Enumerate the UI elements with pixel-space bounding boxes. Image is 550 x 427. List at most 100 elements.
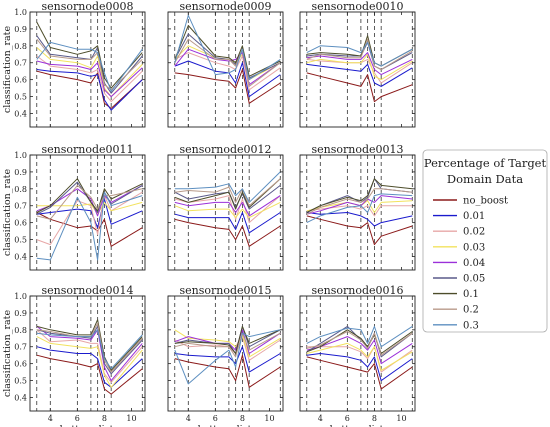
x-axis-label: manhattan_distance [39, 424, 137, 427]
y-tick-label: 0.8 [14, 185, 27, 194]
series-line-0.04 [306, 195, 413, 215]
x-tick-label: 6 [213, 414, 218, 423]
subplot-sensornode0009: sensornode0009 [167, 0, 284, 128]
series-line-0.04 [174, 195, 281, 217]
x-tick-label: 10 [126, 414, 136, 423]
series-line-0.2 [174, 178, 281, 207]
series-line-no_boost [306, 215, 413, 246]
panel-title: sensornode0009 [179, 0, 271, 13]
y-tick-label: 0.8 [14, 326, 27, 335]
plot-frame [167, 154, 284, 271]
series-line-no_boost [36, 70, 143, 109]
series-line-0.01 [36, 69, 143, 111]
series-line-0.3 [174, 14, 281, 81]
series-line-no_boost [36, 354, 143, 395]
legend-item-label: 0.02 [463, 227, 485, 238]
y-tick-label: 0.4 [14, 252, 27, 261]
series-line-0.3 [306, 325, 413, 348]
series-line-0.2 [306, 38, 413, 70]
plot-frame [29, 154, 146, 271]
subplot-sensornode0015: sensornode0015 4 6 8 10manhattan_distance [167, 284, 284, 427]
series-line-0.04 [306, 336, 413, 365]
panel-title: sensornode0016 [311, 284, 403, 297]
plot-frame [29, 11, 146, 128]
series-line-0.01 [174, 346, 281, 373]
y-tick-label: 0.6 [14, 219, 27, 228]
series-line-0.2 [36, 184, 143, 220]
series-line-0.1 [36, 319, 143, 371]
series-line-0.2 [174, 38, 281, 87]
series-line-0.02 [36, 329, 143, 383]
legend-item-label: 0.2 [463, 305, 479, 316]
series-line-0.05 [174, 325, 281, 354]
series-line-0.05 [36, 181, 143, 215]
legend-item-label: 0.01 [463, 211, 485, 222]
subplot-sensornode0011: sensornode0011 0.4 0.5 0.6 0.7 0.8 0.9 1.0class… [2, 143, 146, 271]
panel-title: sensornode0013 [311, 143, 403, 156]
series-line-0.03 [306, 342, 413, 371]
series-line-0.04 [36, 60, 143, 98]
series-line-0.01 [174, 212, 281, 234]
series-line-0.04 [306, 52, 413, 76]
y-tick-label: 1.0 [14, 8, 27, 17]
series-line-0.1 [174, 325, 281, 354]
x-tick-label: 8 [240, 414, 245, 423]
series-line-0.2 [306, 331, 413, 356]
series-line-0.3 [306, 41, 413, 67]
series-line-no_boost [306, 72, 413, 103]
series-line-0.1 [36, 21, 143, 89]
x-tick-label: 10 [264, 414, 274, 423]
legend-title: Percentage of Target [424, 156, 547, 170]
subplot-sensornode0014: sensornode0014 0.4 0.5 0.6 0.7 0.8 0.9 1.0 4 6 8 10… [2, 284, 146, 427]
series-line-0.3 [36, 41, 143, 92]
series-line-0.1 [306, 178, 413, 213]
series-line-0.05 [36, 35, 143, 94]
series-line-0.04 [174, 329, 281, 354]
x-tick-label: 8 [372, 414, 377, 423]
y-tick-label: 0.8 [14, 42, 27, 51]
legend-title: Domain Data [447, 172, 523, 186]
series-line-0.03 [36, 336, 143, 388]
series-line-0.02 [36, 191, 143, 246]
y-tick-label: 0.5 [14, 93, 27, 102]
plot-frame [299, 154, 416, 271]
panel-title: sensornode0011 [41, 143, 133, 156]
x-tick-label: 4 [186, 414, 191, 423]
legend: Percentage of Target Domain Data no_boost 0… [422, 149, 548, 333]
series-line-0.3 [174, 329, 281, 385]
series-line-0.3 [306, 193, 413, 224]
plot-frame [299, 11, 416, 128]
y-tick-label: 0.7 [14, 343, 27, 352]
subplot-sensornode0016: sensornode0016 4 6 8 10manhattan_distance [299, 284, 416, 427]
series-line-0.01 [306, 353, 413, 382]
series-line-0.1 [174, 178, 281, 210]
series-line-0.05 [306, 325, 413, 358]
y-tick-label: 0.9 [14, 309, 27, 318]
series-line-0.01 [306, 212, 413, 227]
legend-box [422, 149, 548, 333]
legend-item-label: no_boost [463, 196, 508, 207]
panel-title: sensornode0010 [311, 0, 403, 13]
series-line-0.2 [36, 322, 143, 373]
plot-frame [167, 295, 284, 412]
series-line-0.05 [36, 325, 143, 375]
legend-item-label: 0.04 [463, 258, 485, 269]
panel-title: sensornode0014 [41, 284, 133, 297]
series-line-no_boost [174, 69, 281, 104]
series-line-0.3 [36, 329, 143, 370]
series-line-0.03 [306, 200, 413, 213]
y-tick-label: 0.9 [14, 168, 27, 177]
series-line-0.02 [174, 52, 281, 91]
x-tick-label: 8 [102, 414, 107, 423]
series-line-0.2 [174, 332, 281, 358]
y-axis-label: classification_rate [2, 26, 13, 114]
legend-item-label: 0.1 [463, 289, 479, 300]
x-axis-label: manhattan_distance [177, 424, 275, 427]
series-line-0.03 [306, 53, 413, 81]
x-axis-label: manhattan_distance [309, 424, 407, 427]
series-line-0.02 [174, 336, 281, 361]
series-line-no_boost [306, 356, 413, 390]
series-line-no_boost [36, 212, 143, 247]
series-line-0.3 [36, 191, 143, 261]
